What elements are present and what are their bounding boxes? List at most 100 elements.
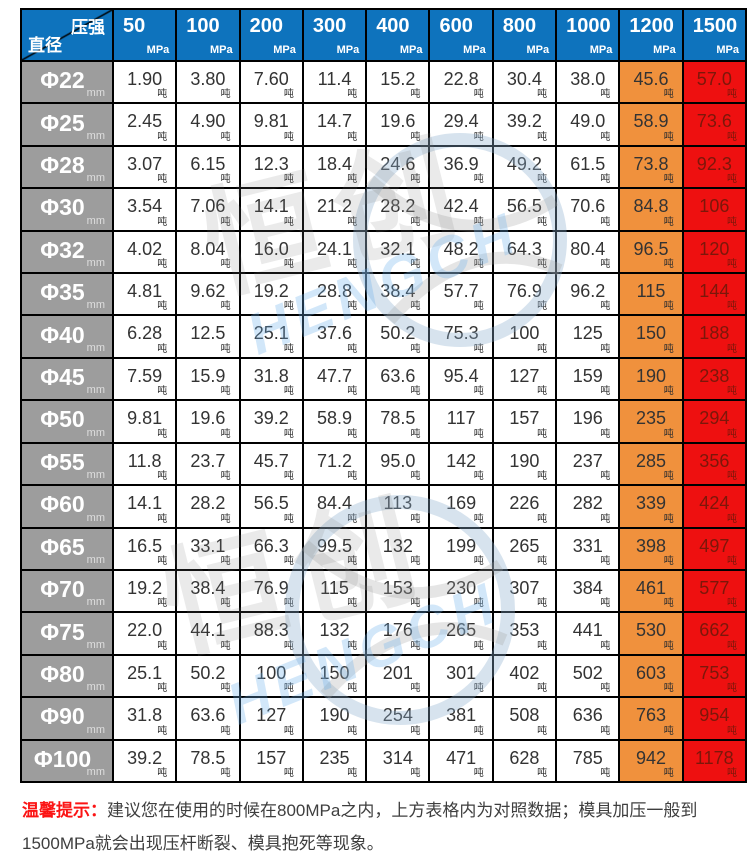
tonnage-unit: 吨 — [220, 555, 231, 567]
tonnage-value: 50.2 — [190, 662, 226, 683]
tonnage-unit: 吨 — [347, 259, 358, 271]
tonnage-cell: 70.6 吨 — [557, 189, 619, 230]
diameter-value: Φ75 — [40, 618, 85, 645]
tonnage-unit: 吨 — [726, 640, 737, 652]
tonnage-unit: 吨 — [537, 89, 548, 101]
tonnage-value: 127 — [509, 365, 540, 386]
tonnage-cell: 100 吨 — [240, 655, 302, 697]
tonnage-unit: 吨 — [410, 131, 421, 143]
tonnage-cell: 424 吨 — [683, 486, 745, 527]
diameter-unit: mm — [86, 384, 105, 397]
tonnage-value: 12.5 — [190, 323, 226, 344]
tonnage-value: 301 — [446, 662, 477, 683]
tonnage-value: 7.60 — [253, 68, 289, 89]
tonnage-value: 38.4 — [190, 577, 226, 598]
tonnage-unit: 吨 — [157, 640, 168, 652]
tonnage-cell: 50.2 吨 — [367, 316, 429, 357]
tonnage-unit: 吨 — [537, 640, 548, 652]
tonnage-cell: 169 吨 — [430, 486, 492, 527]
tonnage-unit: 吨 — [473, 301, 484, 313]
tonnage-value: 78.5 — [380, 408, 416, 429]
tonnage-unit: 吨 — [410, 725, 421, 737]
tonnage-cell: 58.9 吨 — [303, 401, 366, 442]
tonnage-value: 21.2 — [317, 196, 353, 217]
tonnage-unit: 吨 — [410, 768, 421, 779]
tonnage-unit: 吨 — [663, 428, 674, 440]
tonnage-value: 39.2 — [127, 747, 163, 768]
tonnage-value: 14.7 — [317, 111, 353, 132]
tonnage-unit: 吨 — [726, 301, 737, 313]
tonnage-unit: 吨 — [473, 259, 484, 271]
tonnage-value: 70.6 — [570, 196, 606, 217]
diagonal-divider — [22, 10, 112, 60]
tonnage-value: 11.4 — [317, 68, 352, 89]
tonnage-value: 125 — [572, 323, 603, 344]
tonnage-cell: 132 吨 — [367, 528, 429, 569]
diameter-value: Φ40 — [40, 321, 85, 348]
tonnage-cell: 76.9 吨 — [493, 274, 556, 315]
tonnage-cell: 12.3 吨 — [240, 146, 302, 188]
tonnage-unit: 吨 — [410, 216, 421, 228]
tonnage-unit: 吨 — [473, 598, 484, 610]
tonnage-unit: 吨 — [347, 683, 358, 695]
tonnage-cell: 21.2 吨 — [303, 189, 366, 230]
tonnage-value: 331 — [572, 535, 603, 556]
tonnage-unit: 吨 — [347, 131, 358, 143]
tonnage-value: 662 — [699, 620, 730, 641]
tonnage-unit: 吨 — [283, 640, 294, 652]
tonnage-value: 28.2 — [190, 492, 226, 513]
tonnage-cell: 30.4 吨 — [493, 62, 556, 103]
tonnage-cell: 22.0 吨 — [114, 613, 176, 654]
tonnage-cell: 50.2 吨 — [177, 655, 239, 697]
tonnage-value: 19.6 — [190, 408, 226, 429]
tonnage-cell: 15.2 吨 — [367, 62, 429, 103]
tonnage-cell: 11.8 吨 — [114, 443, 176, 485]
pressure-header-cell: 1200 MPa — [620, 10, 682, 60]
pressure-unit: MPa — [716, 44, 739, 56]
tonnage-unit: 吨 — [726, 768, 737, 779]
pressure-value: 200 — [249, 15, 283, 37]
tonnage-value: 201 — [382, 662, 413, 683]
diameter-header-cell: Φ32 mm — [22, 231, 112, 273]
pressure-value: 800 — [502, 15, 537, 37]
diameter-value: Φ30 — [40, 194, 85, 221]
tonnage-cell: 265 吨 — [493, 528, 556, 569]
tonnage-unit: 吨 — [283, 598, 294, 610]
tonnage-cell: 63.6 吨 — [177, 698, 239, 739]
tonnage-cell: 58.9 吨 — [620, 104, 682, 145]
diameter-unit: mm — [86, 681, 105, 694]
tonnage-value: 37.6 — [317, 323, 353, 344]
diameter-unit: mm — [86, 723, 105, 736]
tonnage-cell: 237 吨 — [557, 443, 619, 485]
tonnage-cell: 115 吨 — [620, 274, 682, 315]
tonnage-cell: 42.4 吨 — [430, 189, 492, 230]
pressure-table: 压强 直径 50 MPa 100 MPa 200 MPa 300 MPa 400 MPa 600 MP… — [20, 8, 747, 783]
tonnage-cell: 190 吨 — [303, 698, 366, 739]
tonnage-unit: 吨 — [347, 343, 358, 355]
tonnage-unit: 吨 — [726, 386, 737, 398]
tonnage-value: 30.4 — [506, 68, 542, 89]
diameter-header-cell: Φ100 mm — [22, 740, 112, 781]
tonnage-cell: 307 吨 — [493, 570, 556, 612]
tonnage-value: 763 — [636, 704, 667, 725]
tonnage-cell: 9.62 吨 — [177, 274, 239, 315]
tonnage-unit: 吨 — [663, 216, 674, 228]
tonnage-value: 265 — [446, 620, 477, 641]
warning-note: 温馨提示：建议您在使用的时候在800MPa之内，上方表格内为对照数据；模具加压一… — [22, 794, 730, 860]
tonnage-unit: 吨 — [283, 259, 294, 271]
tonnage-cell: 73.6 吨 — [683, 104, 745, 145]
tonnage-value: 132 — [382, 535, 413, 556]
tonnage-unit: 吨 — [537, 725, 548, 737]
diameter-header-cell: Φ55 mm — [22, 443, 112, 485]
diameter-header-cell: Φ70 mm — [22, 570, 112, 612]
tonnage-cell: 95.4 吨 — [430, 358, 492, 400]
tonnage-cell: 15.9 吨 — [177, 358, 239, 400]
tonnage-value: 33.1 — [190, 535, 226, 556]
tonnage-cell: 120 吨 — [683, 231, 745, 273]
corner-label-diameter: 直径 — [28, 36, 62, 55]
pressure-header-cell: 200 MPa — [240, 10, 302, 60]
tonnage-value: 63.6 — [380, 365, 416, 386]
tonnage-value: 73.8 — [633, 153, 669, 174]
pressure-value: 600 — [439, 15, 473, 37]
tonnage-cell: 73.8 吨 — [620, 146, 682, 188]
